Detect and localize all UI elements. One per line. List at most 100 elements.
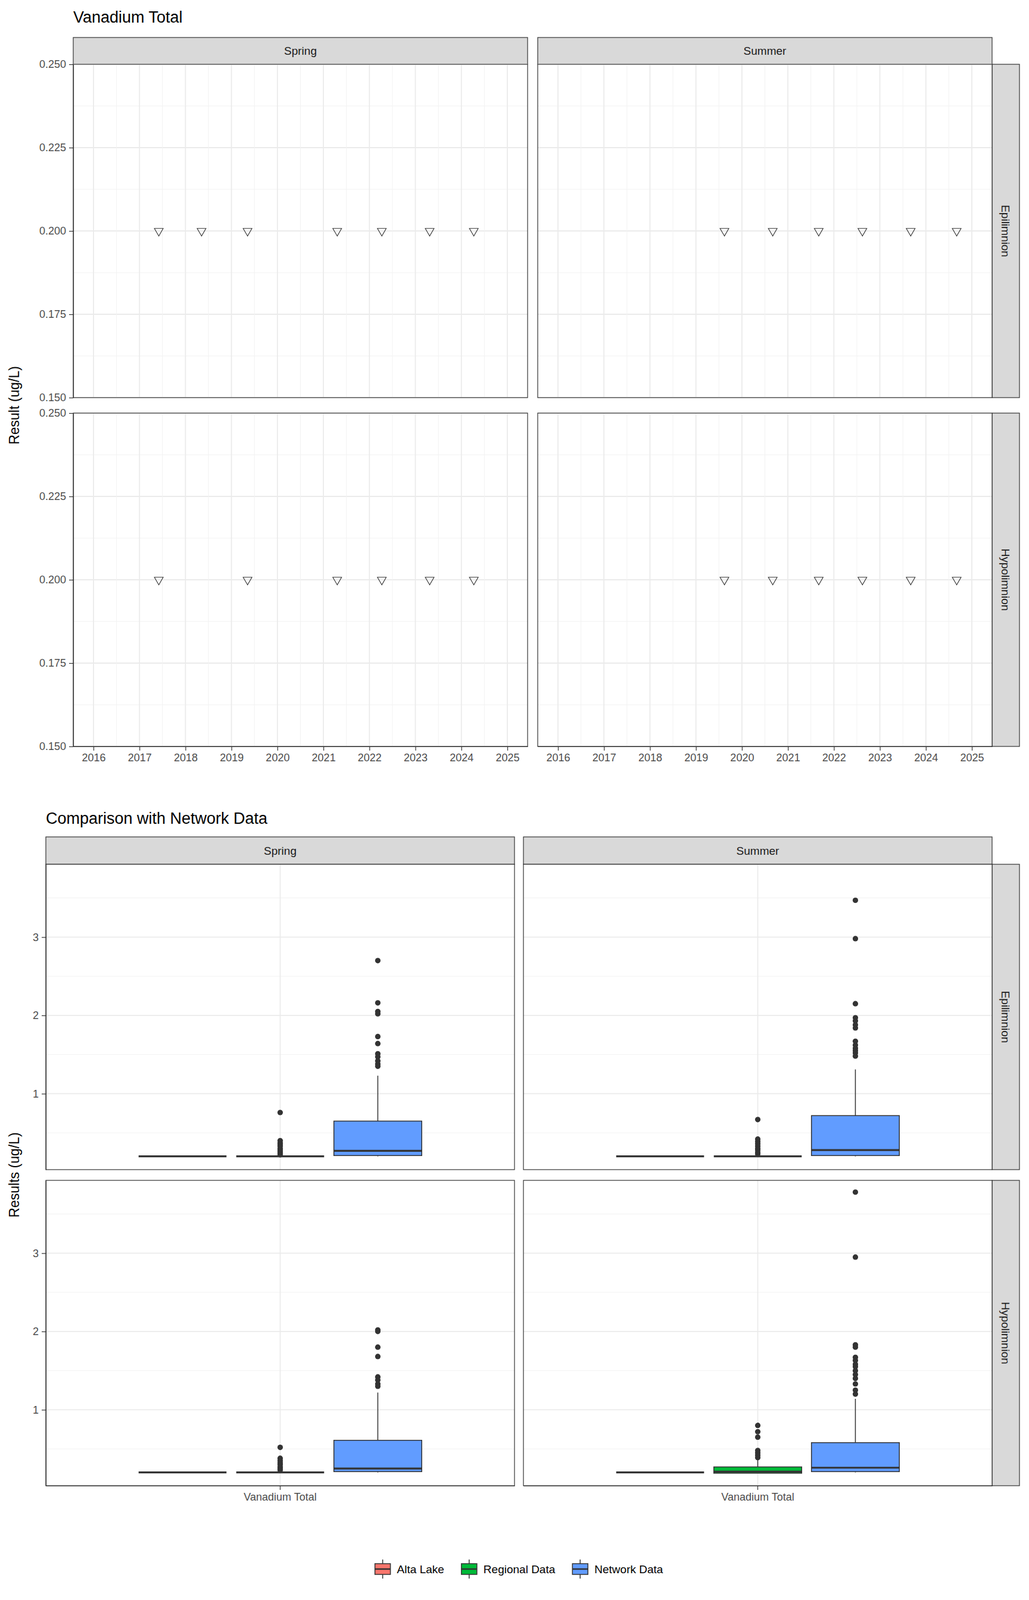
- tick: 2016: [81, 746, 106, 765]
- tick: 2024: [914, 746, 938, 765]
- axis: 0.1500.1750.2000.2250.250: [39, 407, 74, 753]
- whisker: [377, 1076, 379, 1122]
- tick-mark: [69, 64, 74, 65]
- chart-title: Comparison with Network Data: [45, 809, 268, 828]
- point: [197, 228, 207, 237]
- plot-area: [154, 577, 479, 586]
- tick-mark: [139, 746, 140, 751]
- median: [138, 1155, 227, 1158]
- tick-mark: [69, 147, 74, 149]
- tick-label: 2020: [730, 752, 754, 765]
- legend-key-whisker: [580, 1575, 582, 1580]
- minor-grid: [345, 64, 347, 398]
- strip: [45, 837, 515, 865]
- tick: 2020: [730, 746, 754, 765]
- chart: Vanadium TotalSpringSummerEpilimnionHypo…: [6, 8, 1020, 765]
- panel-background: [537, 64, 993, 398]
- point: [469, 577, 479, 586]
- tick-mark: [69, 314, 74, 316]
- minor-grid: [161, 413, 163, 747]
- minor-grid: [208, 413, 210, 747]
- grid-line: [185, 413, 187, 747]
- minor-grid: [254, 413, 255, 747]
- panel-background: [523, 1180, 993, 1487]
- tick-mark: [279, 1486, 281, 1491]
- box-body: [616, 1156, 705, 1158]
- grid-line: [649, 413, 651, 747]
- point: [332, 577, 342, 586]
- median: [138, 1472, 227, 1474]
- strip: [73, 37, 528, 65]
- grid-line: [276, 64, 279, 398]
- minor-grid: [484, 413, 485, 747]
- minor-grid: [856, 64, 857, 398]
- minor-grid: [438, 64, 439, 398]
- minor-grid: [810, 64, 812, 398]
- box: [236, 1445, 325, 1474]
- tick-mark: [925, 746, 927, 751]
- outlier: [755, 1455, 761, 1461]
- minor-grid: [948, 413, 950, 747]
- panel-border: [537, 64, 993, 398]
- box: [713, 1423, 803, 1474]
- minor-grid: [626, 413, 628, 747]
- tick: 2016: [546, 746, 570, 765]
- grid-line: [322, 64, 324, 398]
- point: [768, 228, 778, 237]
- box: [334, 958, 423, 1157]
- outlier: [852, 936, 859, 942]
- tick-label: 2018: [638, 752, 663, 765]
- grid-line: [460, 64, 463, 398]
- grid-line: [695, 413, 697, 747]
- axis: 123: [32, 865, 47, 1171]
- grid-line: [138, 64, 140, 398]
- tick-mark: [41, 1253, 46, 1255]
- minor-grid: [764, 64, 766, 398]
- panel: [537, 64, 993, 398]
- minor-grid: [902, 413, 904, 747]
- legend: Alta LakeRegional DataNetwork Data: [375, 1560, 664, 1580]
- chart: Comparison with Network DataSpringSummer…: [6, 809, 1020, 1580]
- grid-line: [833, 413, 835, 747]
- legend-key-median: [572, 1569, 588, 1571]
- tick-label: 2024: [449, 752, 474, 765]
- grid-line: [231, 64, 233, 398]
- point: [469, 228, 479, 237]
- outlier: [755, 1429, 761, 1436]
- tick-label: 2: [32, 1009, 39, 1022]
- minor-grid: [391, 64, 393, 398]
- panel: 2016201720182019202020212022202320242025: [537, 413, 993, 765]
- minor-grid: [208, 64, 210, 398]
- tick: 2017: [128, 746, 152, 765]
- grid-line: [757, 1180, 759, 1487]
- panel-border: [45, 864, 515, 1171]
- strip: [992, 864, 1020, 1171]
- tick-mark: [69, 413, 74, 414]
- axis-line: [73, 64, 74, 399]
- tick: 2019: [219, 746, 244, 765]
- page: Vanadium TotalSpringSummerEpilimnionHypo…: [0, 0, 1029, 1600]
- axis-line: [45, 1181, 47, 1487]
- grid-line: [92, 64, 95, 398]
- tick-label: 2018: [173, 752, 198, 765]
- tick: 2017: [592, 746, 617, 765]
- tick: 2021: [312, 746, 336, 765]
- grid: [73, 413, 528, 747]
- panel: 0.1500.1750.2000.2250.250 2016 2017 2018 201…: [39, 407, 529, 765]
- tick-label: 1: [32, 1404, 39, 1417]
- grid-line: [757, 864, 759, 1171]
- tick: 1: [32, 1404, 46, 1417]
- legend-key-whisker: [382, 1575, 384, 1580]
- panel-border: [45, 1180, 515, 1487]
- strip: [537, 37, 993, 65]
- tick: 2024: [449, 746, 474, 765]
- box-body: [811, 1443, 900, 1473]
- tick-label: 2021: [312, 752, 336, 765]
- axis: 0.1500.1750.2000.2250.250: [39, 58, 74, 404]
- legend-key-median: [375, 1569, 391, 1571]
- legend-key: [461, 1564, 477, 1576]
- grid-line: [557, 413, 559, 747]
- plot-area: [138, 1327, 422, 1474]
- outlier: [852, 1345, 859, 1351]
- box: [811, 1189, 900, 1474]
